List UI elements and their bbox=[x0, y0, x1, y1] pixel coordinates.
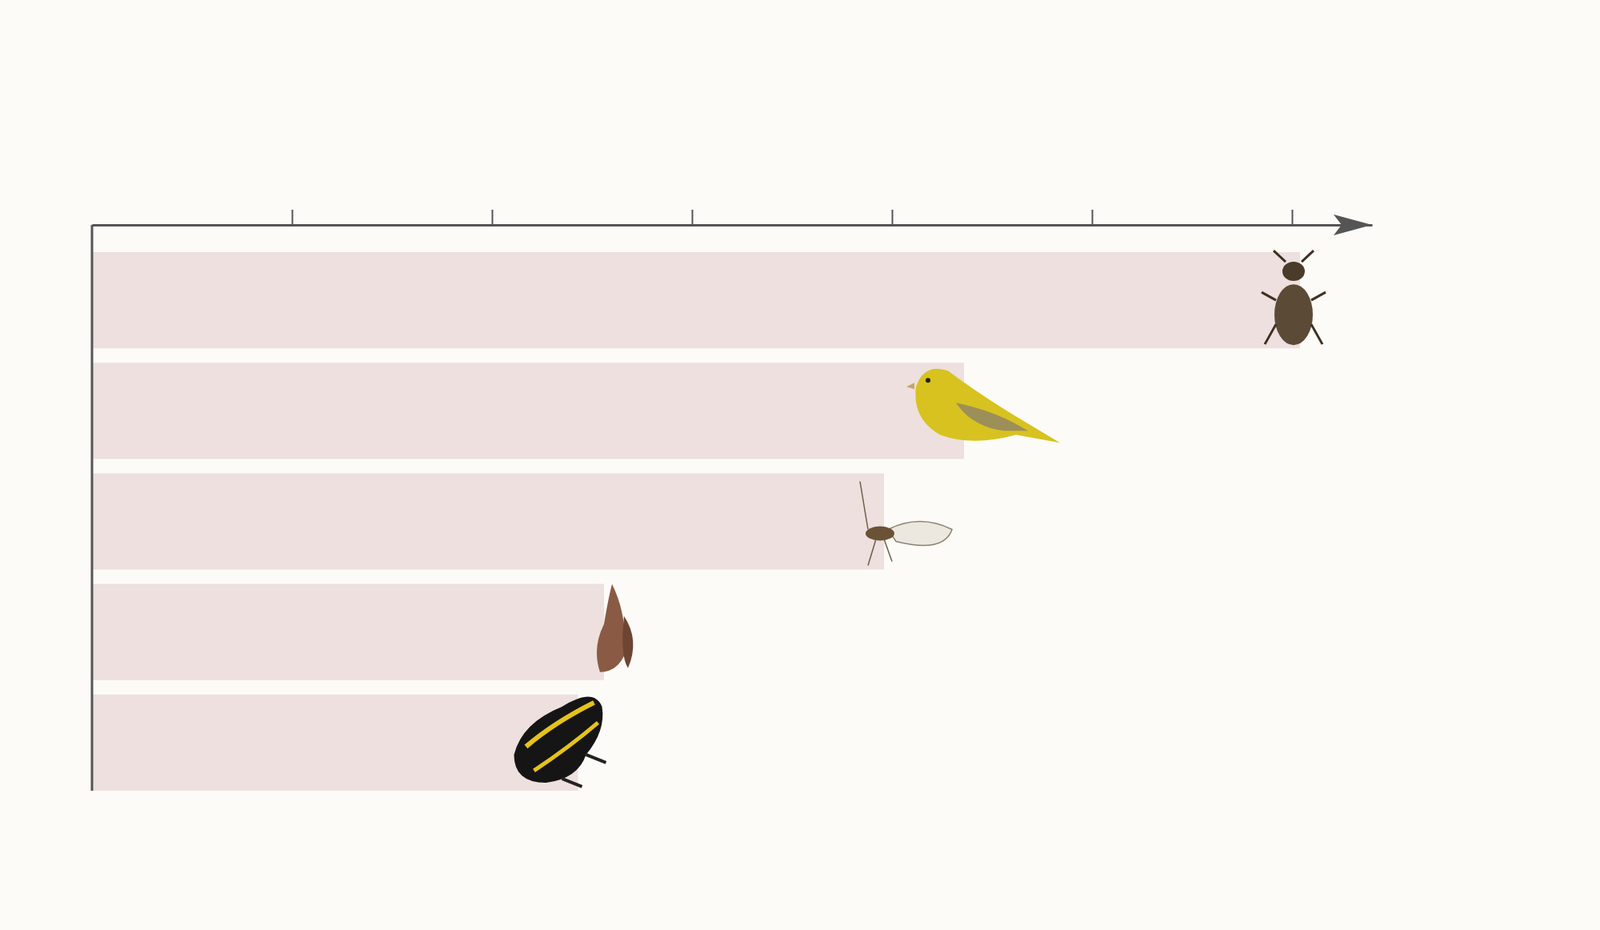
bars bbox=[92, 252, 1300, 791]
icon-part bbox=[888, 521, 952, 546]
icon-part bbox=[1261, 250, 1326, 344]
tick-mark bbox=[1092, 209, 1094, 225]
bar bbox=[92, 252, 1300, 348]
tick bbox=[292, 209, 293, 225]
icon-part bbox=[596, 584, 625, 672]
icon-part bbox=[526, 702, 595, 747]
icon-part bbox=[1274, 284, 1313, 345]
chart bbox=[0, 0, 1600, 930]
animal-icon bbox=[514, 696, 607, 787]
icon-part bbox=[1282, 261, 1305, 281]
x-axis bbox=[92, 209, 1373, 226]
animal-icon bbox=[596, 584, 633, 672]
bar bbox=[92, 584, 604, 680]
animal-icon bbox=[906, 368, 1060, 444]
tick-mark bbox=[692, 209, 694, 225]
background bbox=[0, 0, 1600, 930]
tick-mark bbox=[292, 209, 294, 225]
icon-part bbox=[534, 722, 599, 771]
icon-part bbox=[562, 754, 607, 787]
tick-mark bbox=[1292, 209, 1294, 225]
y-axis-line bbox=[91, 224, 94, 791]
icon-part bbox=[865, 526, 895, 541]
tick bbox=[692, 209, 693, 225]
tick bbox=[892, 209, 893, 225]
tick bbox=[1092, 209, 1093, 225]
icons bbox=[514, 250, 1327, 787]
icon-part bbox=[906, 382, 915, 389]
tick-mark bbox=[892, 209, 894, 225]
tick-mark bbox=[492, 209, 494, 225]
icon-part bbox=[915, 368, 1060, 444]
icon-part bbox=[860, 481, 892, 566]
icon-part bbox=[514, 696, 604, 783]
icon-part bbox=[622, 616, 633, 668]
axis-arrow bbox=[1333, 214, 1372, 236]
bar bbox=[92, 472, 884, 569]
axis-line bbox=[92, 224, 1373, 227]
icon-part bbox=[925, 377, 931, 383]
tick bbox=[492, 209, 493, 225]
tick bbox=[1292, 209, 1293, 225]
animal-icon bbox=[860, 481, 952, 566]
bar bbox=[92, 362, 964, 459]
bar bbox=[92, 694, 579, 791]
animal-icon bbox=[1261, 250, 1326, 345]
icon-part bbox=[956, 402, 1028, 431]
